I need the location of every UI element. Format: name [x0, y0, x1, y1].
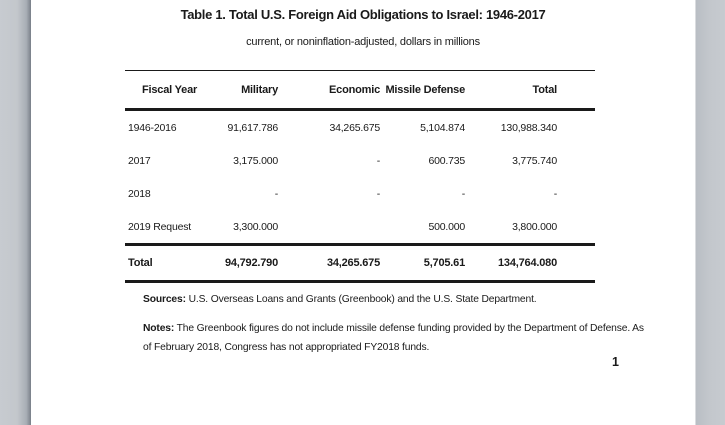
cell-missile-defense: 600.735 — [428, 154, 465, 167]
foreign-aid-table: Fiscal Year Military Economic Missile De… — [125, 70, 595, 283]
cell-spacer — [557, 144, 595, 177]
left-page-gutter-shadow — [0, 0, 31, 425]
table-header-row: Fiscal Year Military Economic Missile De… — [125, 70, 595, 111]
cell-fiscal-year: 1946-2016 — [128, 121, 177, 134]
cell-spacer — [557, 210, 595, 245]
cell-missile-defense-total: 5,705.61 — [380, 243, 465, 283]
cell-grand-total: 134,764.080 — [465, 243, 557, 283]
table-row: 2017 3,175.000 - 600.735 3,775.740 — [125, 144, 595, 177]
table-row: 2019 Request 3,300.000 500.000 3,800.000 — [125, 210, 595, 245]
right-page-gutter — [695, 0, 725, 425]
sources-text: U.S. Overseas Loans and Grants (Greenboo… — [185, 294, 537, 305]
table-row: 2018 - - - - — [125, 177, 595, 210]
cell-economic-total: 34,265.675 — [278, 243, 380, 283]
cell-economic — [278, 210, 380, 245]
cell-total: 3,775.740 — [512, 154, 557, 167]
col-header-missile-defense: Missile Defense — [380, 70, 465, 111]
cell-military: 3,300.000 — [233, 220, 278, 233]
notes-text: The Greenbook figures do not include mis… — [143, 323, 644, 353]
cell-military: - — [274, 187, 278, 200]
cell-total-label: Total — [125, 243, 205, 283]
cell-spacer — [557, 177, 595, 210]
document-page: Table 1. Total U.S. Foreign Aid Obligati… — [31, 0, 695, 425]
notes-note: Notes: The Greenbook figures do not incl… — [143, 319, 648, 357]
page-number: 1 — [612, 355, 619, 369]
col-header-fiscal-year: Fiscal Year — [125, 70, 205, 111]
table-footnotes: Sources: U.S. Overseas Loans and Grants … — [143, 290, 648, 367]
table-subtitle: current, or noninflation-adjusted, dolla… — [246, 36, 480, 48]
col-header-economic: Economic — [278, 70, 380, 111]
cell-total: 3,800.000 — [512, 220, 557, 233]
cell-military-total: 94,792.790 — [205, 243, 278, 283]
cell-spacer — [557, 110, 595, 145]
col-header-total: Total — [465, 70, 557, 111]
table-row: 1946-2016 91,617.786 34,265.675 5,104.87… — [125, 110, 595, 145]
cell-economic: - — [376, 187, 380, 200]
cell-economic: - — [376, 154, 380, 167]
sources-note: Sources: U.S. Overseas Loans and Grants … — [143, 290, 648, 309]
table-title: Table 1. Total U.S. Foreign Aid Obligati… — [180, 7, 546, 22]
cell-economic: 34,265.675 — [329, 121, 380, 134]
col-header-spacer — [557, 70, 595, 111]
cell-military: 3,175.000 — [233, 154, 278, 167]
cell-total: - — [553, 187, 557, 200]
cell-fiscal-year: 2017 — [128, 154, 151, 167]
cell-missile-defense: 5,104.874 — [420, 121, 465, 134]
cell-total: 130,988.340 — [500, 121, 557, 134]
cell-military: 91,617.786 — [227, 121, 278, 134]
col-header-military: Military — [205, 70, 278, 111]
cell-spacer — [557, 243, 595, 283]
table-total-row: Total 94,792.790 34,265.675 5,705.61 134… — [125, 243, 595, 283]
cell-missile-defense: - — [461, 187, 465, 200]
sources-label: Sources: — [143, 294, 186, 305]
notes-label: Notes: — [143, 323, 175, 334]
cell-fiscal-year: 2018 — [128, 187, 151, 200]
cell-fiscal-year: 2019 Request — [128, 220, 191, 233]
cell-missile-defense: 500.000 — [428, 220, 465, 233]
